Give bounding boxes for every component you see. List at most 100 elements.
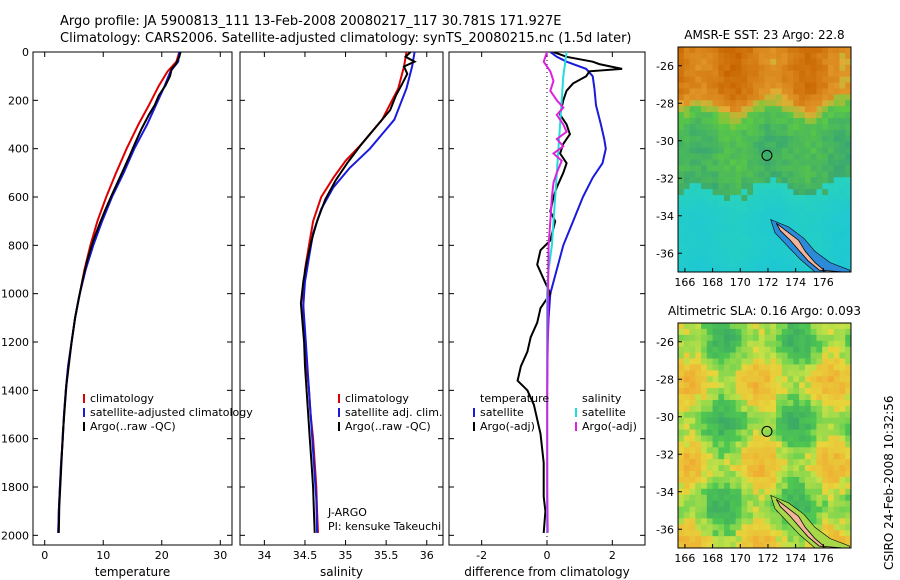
heatmap-cell (695, 512, 702, 519)
heatmap-cell (724, 542, 731, 549)
heatmap-cell (735, 64, 742, 72)
heatmap-cell (729, 106, 737, 113)
heatmap-cell (758, 70, 765, 78)
heatmap-cell (724, 112, 731, 119)
heatmap-cell (787, 200, 794, 208)
heatmap-cell (839, 135, 846, 143)
heatmap-cell (695, 453, 702, 460)
heatmap-cell (781, 206, 789, 214)
heatmap-cell (724, 334, 731, 342)
heatmap-cell (718, 118, 725, 125)
heatmap-cell (776, 106, 783, 113)
heatmap-cell (701, 453, 708, 460)
heatmap-cell (678, 405, 685, 413)
heatmap-cell (793, 471, 800, 478)
heatmap-cell (764, 200, 771, 208)
heatmap-cell (683, 530, 691, 537)
heatmap-cell (764, 123, 771, 131)
heatmap-cell (752, 82, 760, 89)
heatmap-cell (787, 358, 794, 365)
heatmap-cell (816, 494, 823, 502)
heatmap-cell (810, 52, 817, 60)
heatmap-cell (752, 536, 760, 543)
heatmap-cell (793, 405, 800, 413)
heatmap-cell (758, 248, 765, 255)
x-tick-label: 34 (257, 549, 271, 562)
heatmap-cell (706, 358, 714, 365)
heatmap-cell (799, 447, 806, 454)
heatmap-cell (839, 254, 846, 261)
heatmap-cell (827, 441, 835, 448)
heatmap-cell (804, 200, 812, 208)
heatmap-cell (822, 411, 829, 419)
heatmap-cell (845, 47, 852, 54)
heatmap-cell (695, 47, 702, 54)
y-tick-label: 0 (22, 46, 29, 59)
heatmap-cell (845, 118, 852, 125)
heatmap-cell (822, 352, 829, 360)
heatmap-cell (678, 494, 685, 502)
heatmap-cell (735, 224, 742, 232)
legend-label: Argo(..raw -QC) (345, 420, 431, 433)
heatmap-cell (827, 58, 835, 66)
heatmap-cell (706, 399, 714, 407)
heatmap-cell (747, 476, 754, 484)
heatmap-cell (781, 100, 789, 107)
heatmap-cell (758, 405, 765, 413)
heatmap-cell (683, 328, 691, 336)
heatmap-cell (833, 236, 840, 243)
heatmap-cell (695, 64, 702, 72)
heatmap-cell (845, 129, 852, 137)
heatmap-cell (735, 58, 742, 66)
heatmap-cell (747, 70, 754, 78)
heatmap-cell (752, 147, 760, 155)
heatmap-cell (718, 482, 725, 490)
heatmap-cell (678, 542, 685, 549)
heatmap-cell (845, 177, 852, 184)
heatmap-cell (752, 230, 760, 237)
heatmap-cell (678, 435, 685, 442)
heatmap-cell (695, 76, 702, 84)
heatmap-cell (827, 171, 835, 178)
heatmap-cell (810, 340, 817, 348)
heatmap-cell (706, 494, 714, 502)
heatmap-cell (701, 518, 708, 525)
heatmap-cell (833, 159, 840, 166)
profile-panel-1: 0 10 20 30020040060080010001200140016001800… (1, 46, 233, 579)
heatmap-cell (678, 183, 685, 190)
heatmap-cell (810, 364, 817, 371)
heatmap-cell (718, 471, 725, 478)
heatmap-cell (816, 352, 823, 360)
heatmap-cell (810, 323, 817, 330)
heatmap-cell (764, 129, 771, 137)
x-axis-label: temperature (95, 565, 170, 579)
heatmap-cell (741, 530, 748, 537)
heatmap-cell (735, 435, 742, 442)
heatmap-cell (822, 153, 829, 160)
heatmap-cell (752, 530, 760, 537)
heatmap-cell (683, 542, 691, 549)
heatmap-cell (747, 88, 754, 95)
heatmap-cell (822, 147, 829, 155)
heatmap-cell (810, 334, 817, 342)
heatmap-cell (729, 129, 737, 137)
heatmap-cell (799, 260, 806, 267)
heatmap-cell (822, 518, 829, 525)
heatmap-cell (793, 189, 800, 196)
heatmap-cell (764, 260, 771, 267)
heatmap-cell (712, 118, 719, 125)
heatmap-cell (689, 195, 696, 202)
heatmap-cell (724, 417, 731, 425)
heatmap-cell (804, 165, 812, 172)
heatmap-cell (839, 405, 846, 413)
heatmap-cell (833, 388, 840, 395)
heatmap-cell (695, 328, 702, 336)
heatmap-cell (678, 334, 685, 342)
heatmap-cell (735, 471, 742, 478)
heatmap-cell (689, 260, 696, 267)
heatmap-cell (735, 530, 742, 537)
heatmap-cell (706, 453, 714, 460)
heatmap-cell (758, 266, 765, 273)
y-tick-label: 1800 (1, 481, 29, 494)
heatmap-cell (729, 183, 737, 190)
